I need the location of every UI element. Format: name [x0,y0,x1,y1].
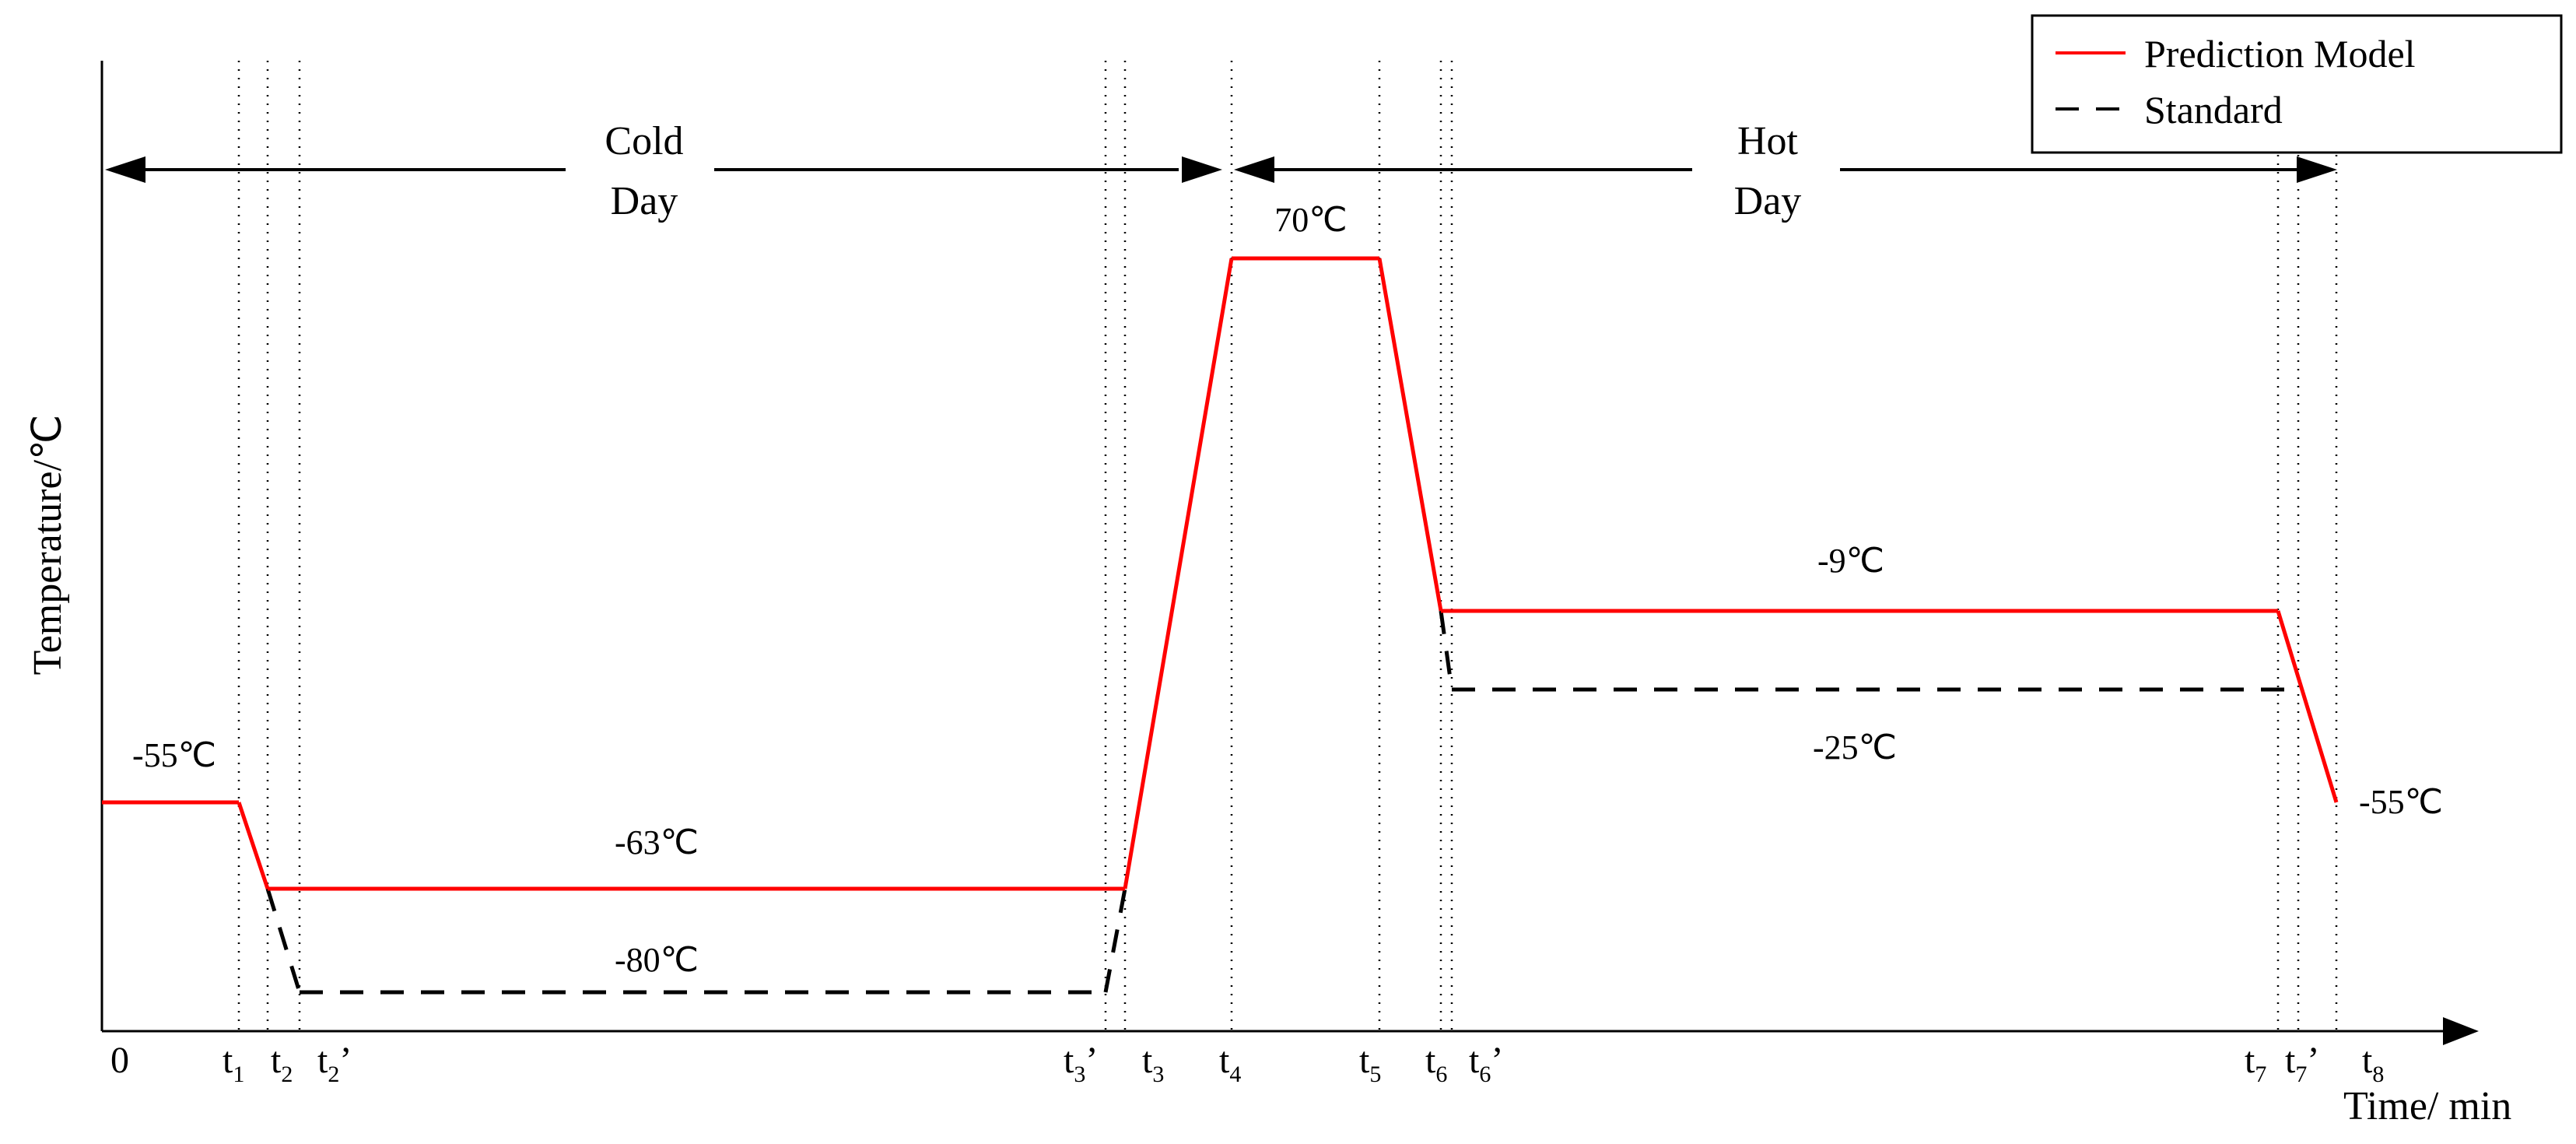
x-tick-t8: t8 [2362,1040,2384,1087]
x-tick-t2-prime: t2’ [317,1040,352,1087]
y-axis-label: Temperature/℃ [26,415,70,676]
cold-day-arrow [105,156,1222,183]
prediction-model-series [102,256,2339,891]
cold-day-label-line1: Cold [605,119,683,163]
x-tick-t3-prime: t3’ [1064,1040,1098,1087]
prediction-segment-5 [1377,258,1443,612]
hot-day-label-line2: Day [1734,179,1802,223]
x-axis-arrowhead [2443,1017,2479,1045]
legend-box [2031,14,2563,154]
x-tick-labels: 0 t1 t2 t2’ t3’ t3 t4 t5 t6 t6’ t7 t7’ t8 [110,1040,2384,1087]
x-tick-t7: t7 [2245,1040,2266,1087]
x-tick-0: 0 [110,1040,129,1081]
x-tick-t5: t5 [1359,1040,1381,1087]
annotation-end-55: -55℃ [2359,783,2443,821]
hot-day-label-line1: Hot [1737,119,1799,163]
annotation-peak-70: 70℃ [1274,201,1347,239]
x-axis-label: Time/ min [2343,1084,2511,1128]
x-tick-t2: t2 [271,1040,293,1087]
prediction-segment-7 [2276,610,2339,803]
hot-day-arrow [1234,156,2337,183]
x-tick-t6: t6 [1425,1040,1447,1087]
standard-series [265,610,2298,995]
standard-segment-0 [1439,610,1454,690]
legend-label-standard: Standard [2144,88,2283,132]
x-tick-t7-prime: t7’ [2285,1040,2319,1087]
x-tick-t3: t3 [1142,1040,1164,1087]
legend: Prediction Model Standard [2031,14,2563,154]
annotation-hot-25: -25℃ [1813,728,1897,767]
annotation-cold-63: -63℃ [615,823,699,862]
annotation-hot-9: -9℃ [1817,542,1884,580]
legend-label-prediction: Prediction Model [2144,32,2416,75]
prediction-segment-3 [1123,258,1234,890]
x-tick-t1: t1 [223,1040,244,1087]
prediction-segment-1 [237,802,270,890]
annotation-cold-80: -80℃ [615,941,699,979]
annotation-start-55: -55℃ [132,736,216,774]
x-tick-t4: t4 [1219,1040,1241,1087]
standard-segment-0 [265,888,302,993]
standard-segment-2 [1103,888,1127,993]
cold-day-label-line2: Day [611,179,678,223]
temperature-annotations: -55℃ -63℃ -80℃ 70℃ -9℃ -25℃ -55℃ [132,201,2443,979]
x-tick-t6-prime: t6’ [1469,1040,1503,1087]
